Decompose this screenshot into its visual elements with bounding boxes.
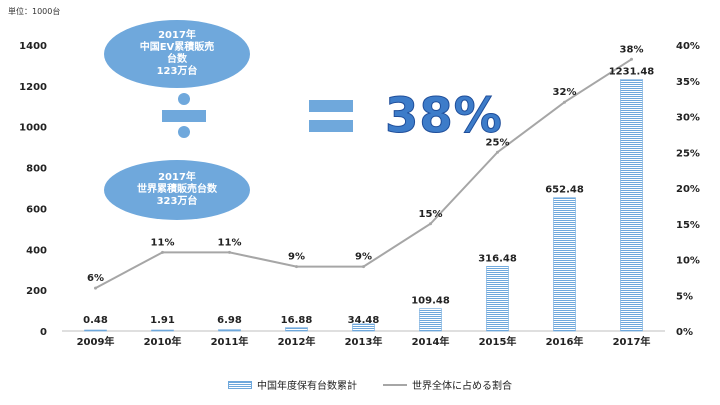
line-value-label: 15% (419, 209, 443, 220)
y-left-tick-label: 600 (26, 204, 47, 215)
equals-icon (309, 100, 353, 132)
x-tick-label: 2016年 (546, 335, 584, 348)
x-tick-label: 2013年 (345, 335, 383, 348)
bar-value-label: 1231.48 (609, 66, 655, 77)
bar-value-label: 1.91 (150, 315, 175, 326)
line-value-label: 11% (151, 237, 175, 248)
x-tick-label: 2009年 (77, 335, 115, 348)
y-right-tick-label: 25% (676, 148, 700, 159)
x-tick-label: 2014年 (412, 335, 450, 348)
x-tick-label: 2010年 (144, 335, 182, 348)
bar (486, 266, 509, 332)
callout-world-ev: 2017年 世界累積販売台数 323万台 (104, 160, 250, 220)
bar (84, 329, 107, 332)
legend-item-line: 世界全体に占める割合 (383, 377, 512, 392)
line-value-label: 25% (486, 137, 510, 148)
callout-china-line1: 2017年 (158, 30, 196, 41)
line-point (295, 265, 298, 269)
callout-china-line4: 123万台 (156, 66, 198, 77)
line-value-label: 32% (553, 87, 577, 98)
unit-label: 単位：1000台 (8, 7, 61, 16)
bar-value-label: 16.88 (281, 315, 313, 326)
line-point (161, 250, 164, 254)
bar (553, 197, 576, 332)
line-value-label: 11% (218, 237, 242, 248)
legend-bar-swatch (228, 380, 252, 389)
x-tick-label: 2011年 (211, 335, 249, 348)
bar (285, 327, 308, 332)
line-point (563, 100, 566, 104)
legend: 中国年度保有台数累計 世界全体に占める割合 (228, 377, 530, 392)
legend-bar-label: 中国年度保有台数累計 (257, 381, 357, 392)
legend-line-swatch (383, 383, 407, 386)
bar (352, 323, 375, 332)
y-left-tick-label: 1400 (19, 41, 47, 52)
divide-icon (162, 93, 206, 138)
callout-china-line3: 台数 (167, 54, 187, 65)
x-tick-label: 2017年 (613, 335, 651, 348)
line-value-label: 9% (355, 252, 372, 263)
y-right-tick-label: 15% (676, 220, 700, 231)
bar-value-label: 316.48 (478, 253, 517, 264)
callout-world-line1: 2017年 (158, 172, 196, 183)
bar (151, 329, 174, 332)
y-left-tick-label: 0 (40, 327, 47, 338)
line-point (630, 57, 633, 61)
y-left-tick-label: 1200 (19, 82, 47, 93)
bar-value-label: 6.98 (217, 315, 242, 326)
bar-value-label: 34.48 (348, 315, 380, 326)
callout-world-line2: 世界累積販売台数 (137, 184, 217, 195)
line-value-label: 6% (87, 273, 104, 284)
bar (419, 308, 442, 332)
line-point (94, 286, 97, 290)
line-value-label: 9% (288, 252, 305, 263)
callout-china-line2: 中国EV累積販売 (139, 42, 215, 53)
y-right-tick-label: 10% (676, 256, 700, 267)
y-right-tick-label: 30% (676, 113, 700, 124)
y-left-tick-label: 200 (26, 286, 47, 297)
line-point (496, 150, 499, 154)
bar (620, 79, 643, 332)
y-right-tick-label: 40% (676, 41, 700, 52)
y-right-tick-label: 35% (676, 77, 700, 88)
bar-value-label: 109.48 (411, 296, 450, 307)
x-tick-label: 2012年 (278, 335, 316, 348)
bar (218, 329, 241, 332)
legend-line-label: 世界全体に占める割合 (412, 381, 512, 392)
legend-item-bar: 中国年度保有台数累計 (228, 377, 357, 392)
y-left-tick-label: 1000 (19, 123, 47, 134)
result-percentage: 38% (385, 88, 503, 145)
line-point (429, 222, 432, 226)
y-right-tick-label: 20% (676, 184, 700, 195)
line-point (228, 250, 231, 254)
callout-china-ev: 2017年 中国EV累積販売 台数 123万台 (104, 20, 250, 88)
y-left-tick-label: 400 (26, 245, 47, 256)
y-left-tick-label: 800 (26, 164, 47, 175)
callout-world-line3: 323万台 (156, 196, 198, 207)
y-right-tick-label: 0% (676, 327, 693, 338)
line-point (362, 265, 365, 269)
bar-value-label: 0.48 (83, 315, 108, 326)
y-right-tick-label: 5% (676, 291, 693, 302)
bar-value-label: 652.48 (545, 185, 584, 196)
line-value-label: 38% (620, 44, 644, 55)
x-tick-label: 2015年 (479, 335, 517, 348)
